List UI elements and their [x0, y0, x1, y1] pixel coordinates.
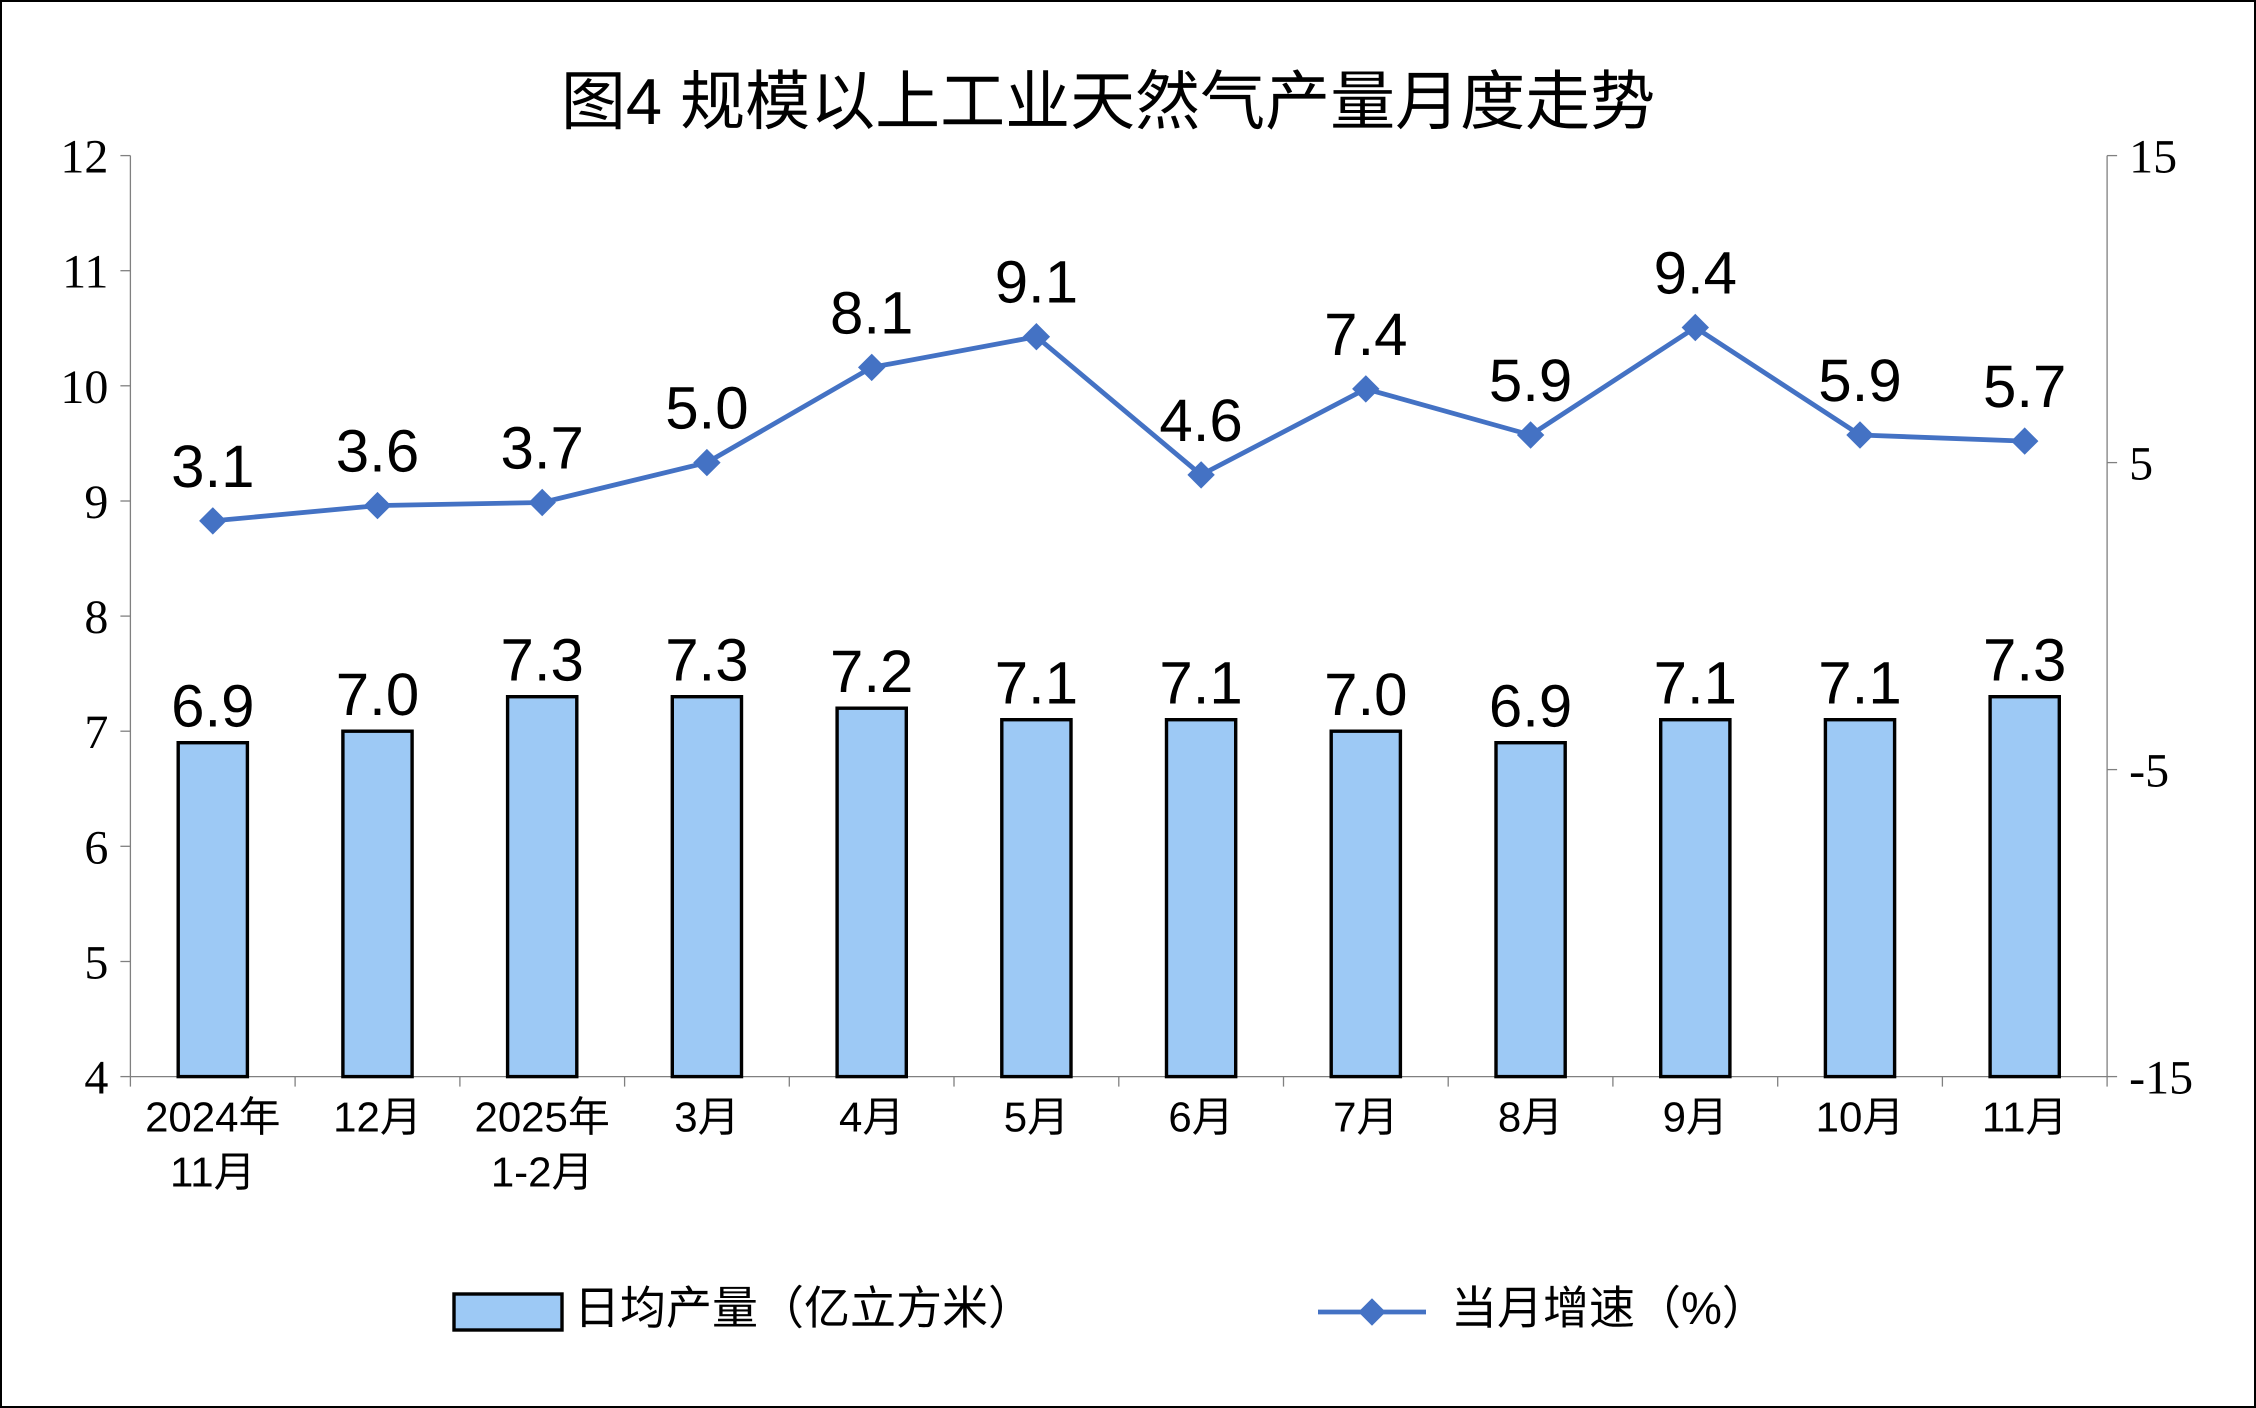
svg-text:7.3: 7.3 — [665, 627, 748, 694]
svg-text:6: 6 — [84, 821, 108, 874]
svg-text:9月: 9月 — [1663, 1094, 1728, 1141]
svg-text:7.1: 7.1 — [1818, 650, 1901, 717]
svg-text:7.3: 7.3 — [1983, 627, 2066, 694]
svg-text:-5: -5 — [2129, 745, 2169, 798]
svg-text:1-2月: 1-2月 — [491, 1149, 594, 1196]
svg-text:10: 10 — [60, 361, 108, 414]
svg-text:7.3: 7.3 — [500, 627, 583, 694]
svg-text:5: 5 — [84, 937, 108, 990]
svg-text:图4 规模以上工业天然气产量月度走势: 图4 规模以上工业天然气产量月度走势 — [561, 65, 1655, 138]
svg-text:7.0: 7.0 — [1324, 661, 1407, 728]
svg-text:6.9: 6.9 — [1489, 673, 1572, 740]
svg-text:6月: 6月 — [1168, 1094, 1233, 1141]
svg-text:5.0: 5.0 — [665, 375, 748, 442]
svg-text:12: 12 — [60, 131, 108, 184]
svg-text:11: 11 — [62, 246, 108, 299]
svg-text:7月: 7月 — [1333, 1094, 1398, 1141]
svg-text:2025年: 2025年 — [474, 1094, 609, 1141]
svg-text:7.4: 7.4 — [1324, 301, 1407, 368]
svg-text:12月: 12月 — [333, 1094, 422, 1141]
svg-text:11月: 11月 — [1982, 1094, 2068, 1141]
svg-text:5.9: 5.9 — [1489, 347, 1572, 414]
svg-text:9.1: 9.1 — [995, 249, 1078, 316]
svg-text:8月: 8月 — [1498, 1094, 1563, 1141]
svg-text:3.1: 3.1 — [171, 433, 254, 500]
svg-text:7.1: 7.1 — [995, 650, 1078, 717]
svg-text:日均产量（亿立方米）: 日均产量（亿立方米） — [574, 1282, 1034, 1334]
svg-text:11月: 11月 — [170, 1149, 256, 1196]
svg-text:10月: 10月 — [1816, 1094, 1905, 1141]
svg-text:当月增速（%）: 当月增速（%） — [1451, 1282, 1768, 1334]
svg-text:5: 5 — [2129, 438, 2153, 491]
svg-text:3.6: 3.6 — [336, 418, 419, 485]
svg-text:7: 7 — [84, 706, 108, 759]
svg-text:7.1: 7.1 — [1654, 650, 1737, 717]
svg-text:3.7: 3.7 — [500, 415, 583, 482]
svg-text:8: 8 — [84, 591, 108, 644]
svg-text:4月: 4月 — [839, 1094, 904, 1141]
svg-text:8.1: 8.1 — [830, 279, 913, 346]
svg-text:5.9: 5.9 — [1818, 347, 1901, 414]
svg-text:7.1: 7.1 — [1159, 650, 1242, 717]
svg-text:3月: 3月 — [674, 1094, 739, 1141]
svg-text:4: 4 — [84, 1052, 108, 1105]
svg-text:9: 9 — [84, 476, 108, 529]
svg-text:7.0: 7.0 — [336, 661, 419, 728]
svg-text:2024年: 2024年 — [145, 1094, 280, 1141]
svg-text:15: 15 — [2129, 131, 2177, 184]
svg-text:7.2: 7.2 — [830, 638, 913, 705]
svg-text:4.6: 4.6 — [1159, 387, 1242, 454]
svg-text:9.4: 9.4 — [1654, 240, 1737, 307]
svg-text:5月: 5月 — [1004, 1094, 1069, 1141]
svg-text:6.9: 6.9 — [171, 673, 254, 740]
svg-text:5.7: 5.7 — [1983, 353, 2066, 420]
svg-text:-15: -15 — [2129, 1052, 2193, 1105]
